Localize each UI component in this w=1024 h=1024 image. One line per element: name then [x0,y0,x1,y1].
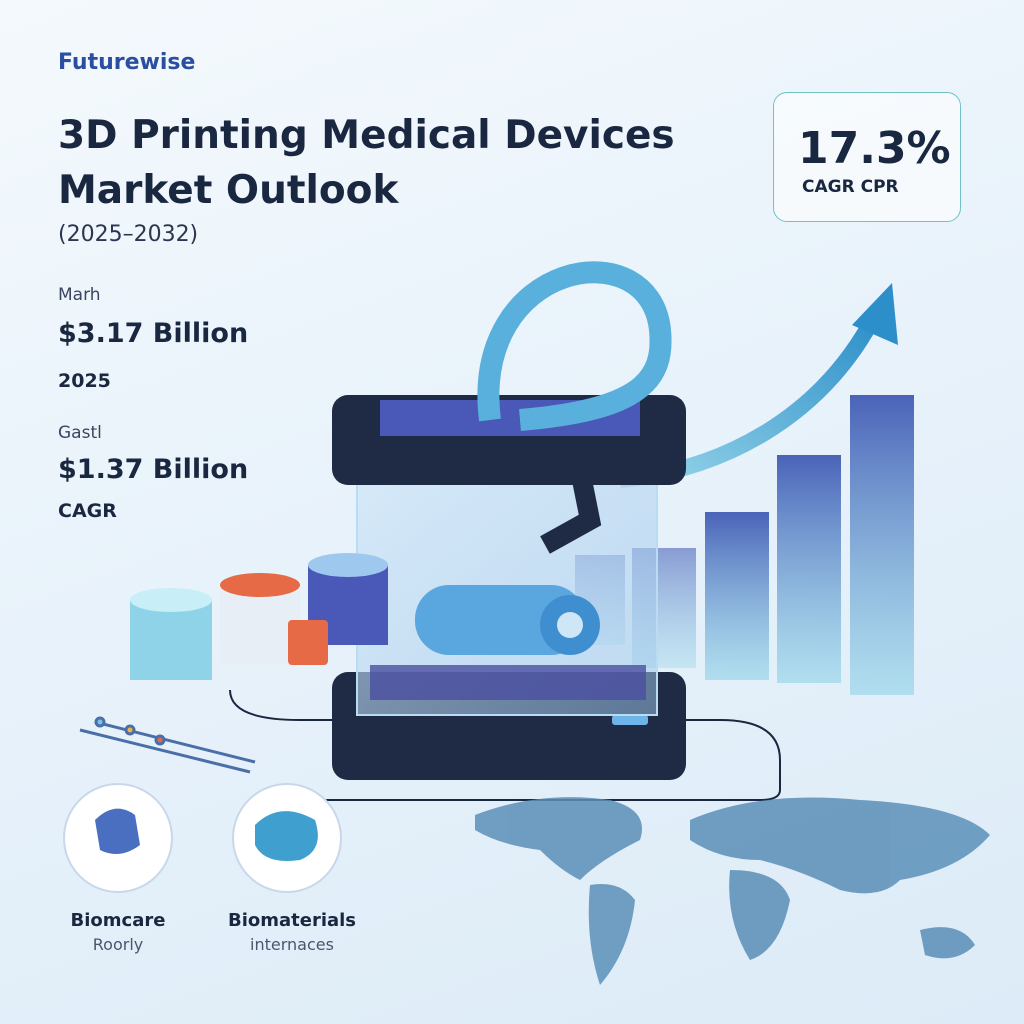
brand: Futurewise [58,50,196,75]
title-line: 3D Printing Medical Devices [58,113,675,158]
arrow-head [852,283,898,345]
icon-subtitle: internaces [250,935,334,954]
decor-bars [575,395,914,695]
stat-value: $3.17 Billion [58,318,249,349]
icon-subtitle: Roorly [92,935,144,954]
icon-title: Biomcare [70,910,166,931]
icon-circles [63,783,342,893]
highlight-value: 17.3% [798,123,951,174]
outline [229,689,781,801]
swabs [79,716,256,774]
icon-title: Biomaterials [227,910,357,931]
highlight-card: 17.3% CAGR CPR [773,92,961,222]
stat-label: Marh [58,285,101,305]
period: (2025–2032) [58,222,199,247]
printer [332,261,686,780]
stat-note: CAGR [58,500,117,522]
stat-label: Gastl [58,423,102,443]
materials [130,553,388,680]
title: 3D Printing Medical Devices Market Outlo… [58,108,675,218]
title-line: Market Outlook [58,168,399,213]
stat-note: 2025 [58,370,111,392]
world-map [475,797,990,985]
stat-value: $1.37 Billion [58,454,249,485]
highlight-label: CAGR CPR [802,177,899,197]
